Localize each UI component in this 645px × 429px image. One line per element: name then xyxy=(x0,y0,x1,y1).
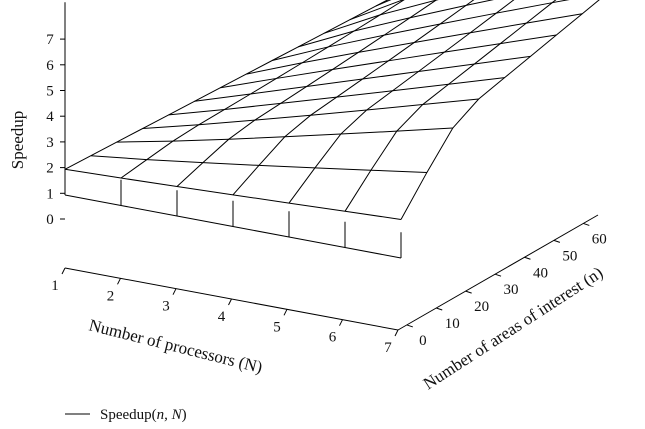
surface-line-N7 xyxy=(400,0,600,220)
y-tick-label: 2 xyxy=(46,161,54,177)
x-tick-label: 4 xyxy=(218,309,226,325)
x-tick xyxy=(339,319,343,326)
x-tick-label: 7 xyxy=(384,340,392,356)
x-tick-label: 1 xyxy=(51,278,59,294)
n-tick-label: 60 xyxy=(592,231,607,247)
n-tick xyxy=(553,239,561,243)
x-tick xyxy=(394,329,399,337)
x-axis-label: Number of processors (N) xyxy=(87,315,264,376)
n-tick xyxy=(465,290,472,294)
n-tick-label: 10 xyxy=(445,316,460,332)
surface-line-n10 xyxy=(116,127,453,143)
surface-line-N5 xyxy=(288,0,515,204)
surface-line-n50 xyxy=(323,0,439,34)
surface-line-n45 xyxy=(297,0,494,48)
y-tick-label: 1 xyxy=(46,186,54,202)
n-tick xyxy=(494,273,502,277)
x-tick xyxy=(283,309,288,316)
x-tick-label: 3 xyxy=(162,299,170,315)
surface-line-n20 xyxy=(168,77,505,116)
axes-frame xyxy=(64,2,599,331)
surface-line-n40 xyxy=(272,0,570,61)
x-tick-label: 6 xyxy=(329,330,337,346)
n-tick xyxy=(524,256,531,260)
y-tick-label: 3 xyxy=(46,135,54,151)
n-tick xyxy=(406,324,413,328)
x-tick-label: 2 xyxy=(107,288,115,304)
surface-line-N2 xyxy=(120,0,405,179)
legend-label: Speedup(n, N) xyxy=(100,407,187,423)
x-tick xyxy=(61,267,66,275)
y-tick-label: 5 xyxy=(46,84,54,100)
x-tick xyxy=(117,278,121,285)
n-tick xyxy=(436,307,443,311)
y-axis-label: Speedup xyxy=(8,111,27,170)
surface-line-n15 xyxy=(142,98,479,129)
surface-line-n35 xyxy=(246,13,583,75)
y-tick-label: 6 xyxy=(46,58,54,74)
surface-mesh xyxy=(64,0,600,259)
x-tick xyxy=(228,298,232,306)
y-tick-label: 0 xyxy=(46,212,54,228)
y-tick-label: 4 xyxy=(46,109,54,125)
surface-line-N3 xyxy=(176,0,438,187)
n-tick-label: 40 xyxy=(533,265,548,281)
surface-line-n55 xyxy=(349,0,404,21)
x-tick xyxy=(172,288,177,295)
n-tick-label: 30 xyxy=(504,282,519,298)
y-tick-label: 7 xyxy=(46,32,54,48)
x-tick-label: 5 xyxy=(273,319,281,335)
tick-labels: 0 1 2 3 4 5 6 7 1 2 3 4 5 6 7 0 10 20 30 40 50 60 xyxy=(46,32,607,356)
surface-line-N6 xyxy=(344,0,557,212)
n-tick-label: 50 xyxy=(562,248,577,264)
n-tick xyxy=(583,222,590,226)
surface-line-N1 xyxy=(64,0,389,170)
legend: Speedup(n, N) xyxy=(65,407,187,423)
surface-line-N4 xyxy=(232,0,475,196)
n-axis-line xyxy=(397,214,599,331)
tick-marks xyxy=(60,38,590,337)
n-tick-label: 20 xyxy=(474,299,489,315)
n-tick-label: 0 xyxy=(419,333,427,349)
